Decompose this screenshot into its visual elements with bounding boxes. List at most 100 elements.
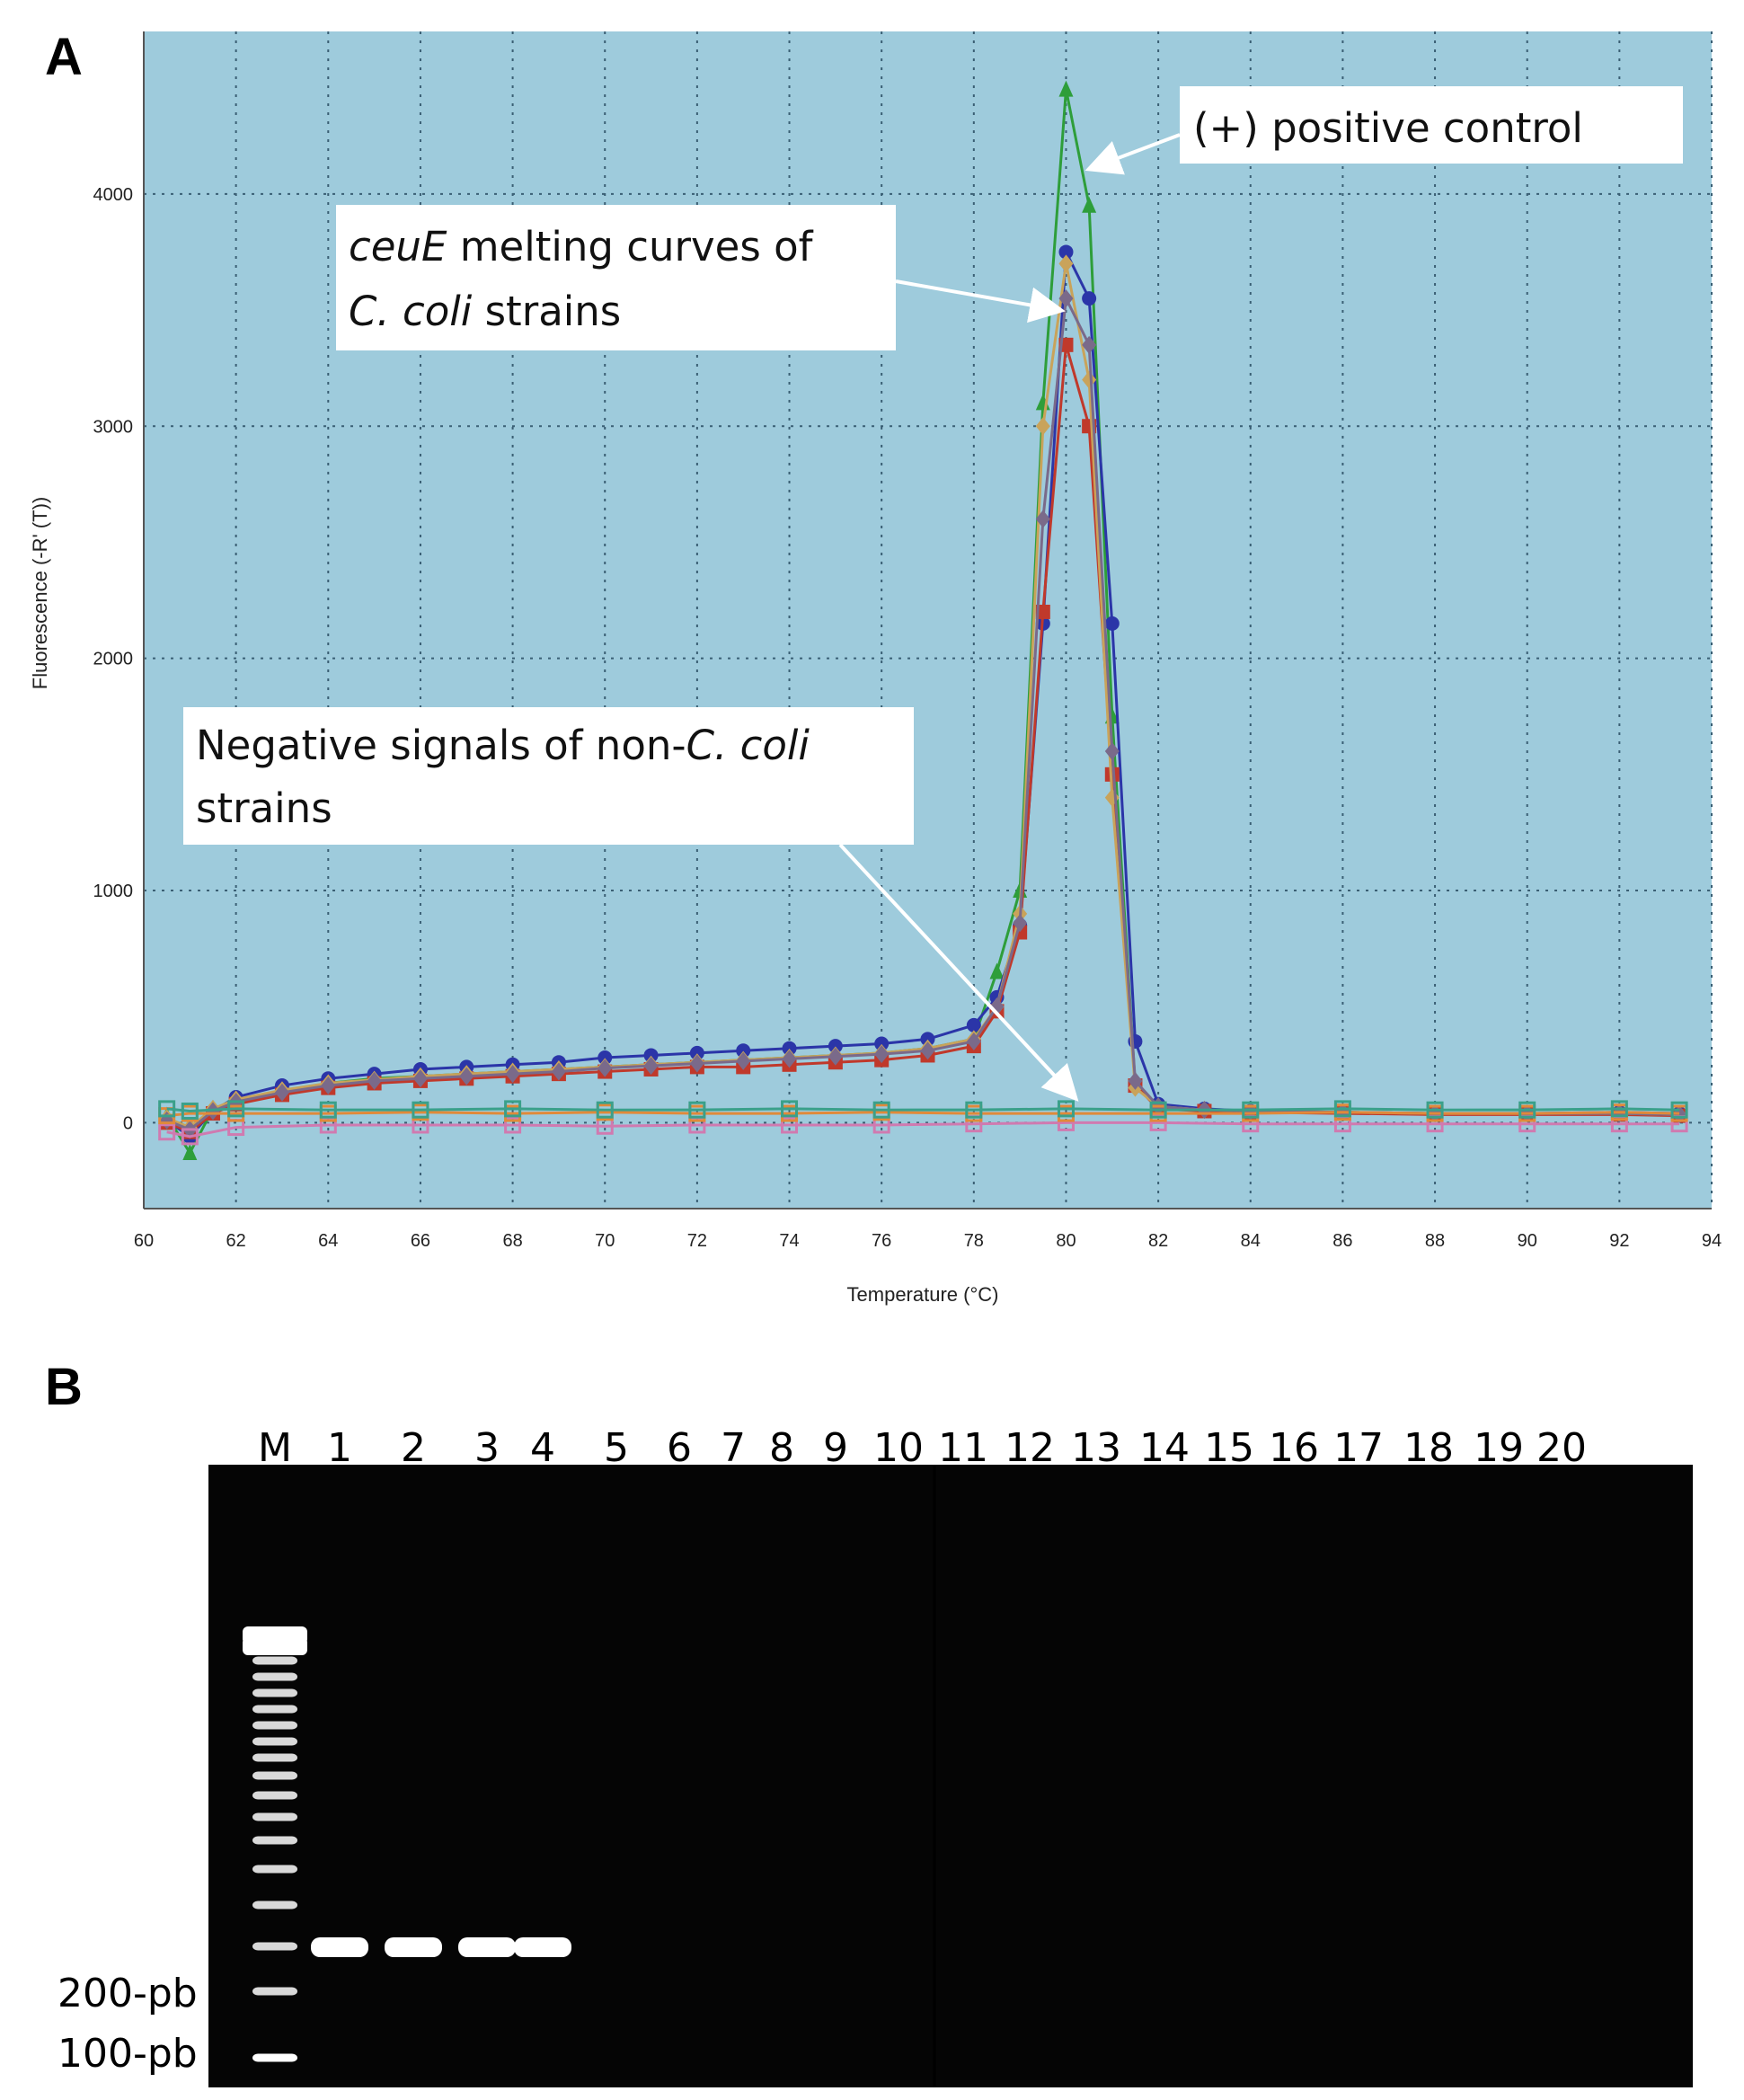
lane-label: 2 [401,1425,426,1471]
data-point [1082,196,1097,213]
data-point [1058,80,1074,97]
gel-image [208,1465,1693,2087]
data-point [1058,244,1074,260]
data-point [989,962,1005,979]
x-tick-label: 80 [1056,1231,1076,1251]
data-point [1035,604,1050,619]
lane-label: 7 [721,1425,746,1471]
ladder-band [252,1771,297,1780]
data-point [643,1057,659,1076]
data-point [1518,1101,1536,1119]
callout-ceue: ceuE melting curves of C. coli strains [336,205,1066,350]
ladder-band [252,2053,297,2062]
ladder-band [252,1753,297,1762]
data-point [412,1101,429,1119]
data-point [598,1059,613,1077]
data-point [828,1039,843,1054]
lane-label: 8 [769,1425,794,1471]
data-point [1013,914,1028,933]
data-point [874,1036,890,1051]
lane-label: 12 [1005,1425,1055,1471]
lane-label: 6 [667,1425,692,1471]
data-point [504,1116,522,1134]
x-tick-label: 78 [964,1231,984,1251]
x-tick-label: 94 [1702,1231,1722,1251]
data-point [1426,1101,1444,1119]
data-point [551,1062,566,1081]
data-point [158,1100,176,1118]
data-point [781,1100,799,1118]
lane-label: 15 [1204,1425,1254,1471]
series-8 [158,1100,1688,1120]
data-point [274,1083,289,1102]
y-axis-title: Fluorescence (-R' (T)) [29,497,51,689]
y-tick-label: 0 [123,1113,133,1133]
data-point [367,1071,382,1090]
x-tick-label: 76 [872,1231,891,1251]
x-tick-label: 66 [411,1231,430,1251]
series-line [166,1107,1680,1112]
panel-letter-b: B [45,1358,83,1416]
ladder-band [252,1791,297,1800]
data-point [1149,1101,1167,1119]
data-point [321,1077,336,1095]
lane-label: 5 [604,1425,629,1471]
data-point [874,1045,890,1064]
lane-label: 3 [474,1425,500,1471]
y-tick-label: 4000 [93,185,134,205]
data-point [782,1050,797,1068]
x-tick-label: 86 [1332,1231,1352,1251]
gel-lane-labels: M 1 2 3 4 5 6 7 8 9 10 11 12 13 14 15 16 17 18 19 20 [258,1425,1587,1471]
x-tick-labels: 60 62 64 66 68 70 72 74 76 78 80 82 84 86 88 90 92 94 [134,1231,1722,1251]
size-label-100: 100-pb [58,2031,198,2077]
y-tick-label: 3000 [93,417,134,437]
ladder-band [252,1737,297,1746]
data-point [1242,1101,1260,1119]
callout-ceue-line1: ceuE melting curves of [349,223,814,270]
ladder-band [252,1705,297,1714]
data-point [736,1051,751,1070]
data-point [505,1065,520,1084]
data-point [828,1047,843,1066]
data-point [1035,417,1050,436]
ladder-band [243,1637,307,1655]
data-point [688,1101,706,1119]
sample-band [385,1937,442,1957]
data-point [459,1067,474,1085]
lane-label: 13 [1071,1425,1121,1471]
series [158,80,1688,1160]
callout-positive-control: (+) positive control [1084,86,1683,175]
data-point [596,1101,614,1119]
data-point [689,1045,704,1060]
callout-negative-line2: strains [196,784,332,832]
x-tick-label: 70 [595,1231,615,1251]
data-point [504,1100,522,1118]
lane-label: 19 [1474,1425,1524,1471]
data-point [227,1100,245,1118]
ladder-band [252,1987,297,1996]
data-point [966,1017,981,1032]
ladder-band [252,1688,297,1697]
data-point [1670,1101,1688,1119]
x-tick-label: 72 [687,1231,707,1251]
x-tick-label: 84 [1241,1231,1261,1251]
x-tick-label: 68 [502,1231,522,1251]
x-tick-label: 90 [1518,1231,1537,1251]
x-tick-label: 88 [1425,1231,1445,1251]
data-point [689,1054,704,1073]
lane-label: 17 [1333,1425,1384,1471]
ladder-band [252,1836,297,1845]
series-line [166,1111,1680,1118]
sample-band [458,1937,516,1957]
data-point [1128,1071,1143,1090]
ladder-band [252,1901,297,1909]
data-point [1057,1100,1075,1118]
y-tick-label: 2000 [93,650,134,669]
x-tick-label: 74 [779,1231,799,1251]
grid-lines [143,31,1713,1209]
lane-label: 11 [938,1425,988,1471]
data-point [782,1041,797,1056]
sample-bands [311,1937,571,1957]
data-point [181,1102,199,1120]
data-point [781,1116,799,1134]
